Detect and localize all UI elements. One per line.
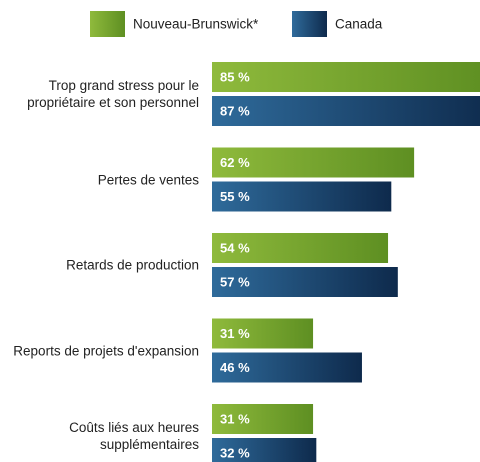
category-label: Reports de projets d'expansion [13,343,199,358]
value-label: 54 % [220,240,250,255]
bar [212,96,480,126]
category-label: Coûts liés aux heures supplémentaires [69,420,199,452]
value-label: 57 % [220,274,250,289]
bar [212,438,317,462]
value-label: 87 % [220,103,250,118]
legend-label: Nouveau-Brunswick* [133,17,259,32]
category-label: Trop grand stress pour le propriétaire e… [27,78,199,110]
bar [212,147,415,178]
bar [212,318,314,349]
value-label: 85 % [220,69,250,84]
value-label: 32 % [220,445,250,460]
legend-label: Canada [335,17,383,32]
bar [212,62,480,92]
value-label: 31 % [220,326,250,341]
value-label: 31 % [220,411,250,426]
value-label: 46 % [220,360,250,375]
legend-swatch [90,11,125,37]
category-label: Retards de production [66,257,199,273]
legend-swatch [292,11,327,37]
bar [212,233,389,263]
bar [212,181,392,212]
category-label: Pertes de ventes [97,172,199,187]
value-label: 62 % [220,155,250,170]
bar [212,352,362,383]
value-label: 55 % [220,189,250,204]
bar [212,267,398,297]
bar [212,404,314,434]
